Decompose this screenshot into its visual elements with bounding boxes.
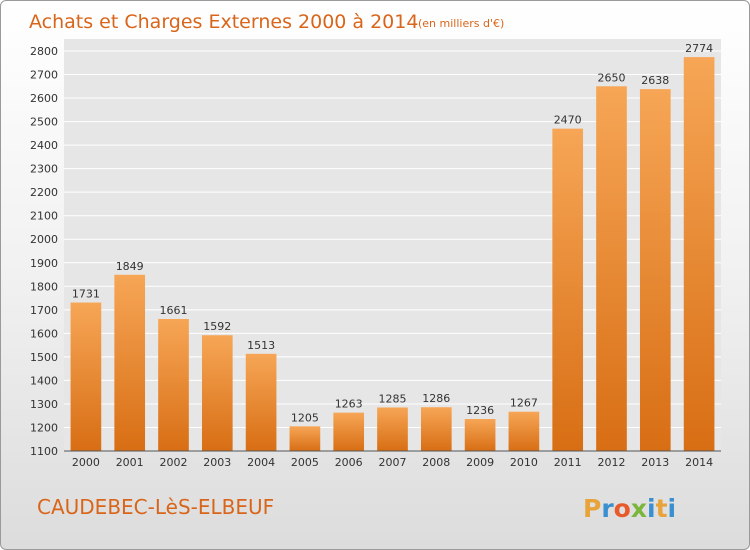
bars <box>70 57 715 451</box>
logo-letter: r <box>601 494 614 523</box>
y-tick-label: 2400 <box>30 139 58 152</box>
bar-2014 <box>683 57 715 451</box>
logo-letter: t <box>656 494 668 523</box>
x-tick-label: 2007 <box>379 456 407 469</box>
y-tick-label: 2100 <box>30 210 58 223</box>
bar-2007 <box>377 407 408 451</box>
logo-letter: i <box>647 494 656 523</box>
y-tick-label: 1900 <box>30 257 58 270</box>
logo-letter: o <box>614 494 631 523</box>
y-tick-label: 2800 <box>30 45 58 58</box>
bar-2008 <box>420 407 452 451</box>
bar-2006 <box>333 412 365 451</box>
x-tick-label: 2013 <box>641 456 669 469</box>
bar-value-label: 1592 <box>203 320 231 333</box>
x-tick-label: 2005 <box>291 456 319 469</box>
chart-title: Achats et Charges Externes 2000 à 2014 <box>29 11 418 33</box>
x-tick-label: 2006 <box>335 456 363 469</box>
y-tick-label: 2000 <box>30 233 58 246</box>
logo-letter: P <box>583 494 601 523</box>
bar-2002 <box>158 319 189 451</box>
bar-value-label: 1661 <box>160 304 188 317</box>
bar-value-label: 1513 <box>247 339 275 352</box>
x-tick-label: 2001 <box>116 456 144 469</box>
y-tick-label: 2500 <box>30 116 58 129</box>
bar-value-label: 2470 <box>554 114 582 127</box>
x-tick-label: 2002 <box>160 456 188 469</box>
x-axis: 2000 2001 2002 2003 2004 2005 2006 2007 2008 2009… <box>72 456 713 469</box>
bar-2010 <box>508 411 540 451</box>
chart-subtitle: (en milliers d'€) <box>418 17 504 30</box>
y-tick-label: 1100 <box>30 445 58 458</box>
bar-2000 <box>70 302 102 451</box>
bar-value-label: 1205 <box>291 411 319 424</box>
bar-2001 <box>114 274 146 451</box>
bar-value-label: 1286 <box>422 392 450 405</box>
logo-letter: x <box>631 494 647 523</box>
bar-2005 <box>289 426 321 451</box>
y-tick-label: 1600 <box>30 327 58 340</box>
bar-value-label: 2638 <box>641 74 669 87</box>
y-tick-label: 1700 <box>30 304 58 317</box>
bar-value-label: 2774 <box>685 42 713 55</box>
y-tick-label: 2600 <box>30 92 58 105</box>
y-tick-label: 2300 <box>30 163 58 176</box>
bar-value-label: 1263 <box>335 398 363 411</box>
bar-2009 <box>464 419 496 451</box>
bar-labels: 1731 1849 1661 1592 1513 1205 1263 1285 1286 1236… <box>72 42 713 424</box>
y-axis: 1100 1200 1300 1400 1500 1600 1700 1800 1900 2000… <box>30 45 58 458</box>
y-tick-label: 1200 <box>30 421 58 434</box>
bar-value-label: 2650 <box>598 71 626 84</box>
bar-2003 <box>201 335 233 451</box>
commune-name: CAUDEBEC-LèS-ELBEUF <box>37 495 274 519</box>
bar-value-label: 1285 <box>379 392 407 405</box>
x-tick-label: 2011 <box>554 456 582 469</box>
proxiti-logo: Proxiti <box>583 494 676 523</box>
x-tick-label: 2014 <box>685 456 713 469</box>
y-tick-label: 1400 <box>30 374 58 387</box>
y-tick-label: 1500 <box>30 351 58 364</box>
x-tick-label: 2000 <box>72 456 100 469</box>
bar-2011 <box>552 128 584 451</box>
bar-value-label: 1849 <box>116 260 144 273</box>
x-tick-label: 2003 <box>203 456 231 469</box>
y-tick-label: 1800 <box>30 280 58 293</box>
x-tick-label: 2004 <box>247 456 275 469</box>
bar-2004 <box>245 353 277 451</box>
y-tick-label: 2700 <box>30 69 58 82</box>
bar-value-label: 1267 <box>510 397 538 410</box>
bar-2012 <box>596 86 627 451</box>
bar-value-label: 1236 <box>466 404 494 417</box>
x-tick-label: 2010 <box>510 456 538 469</box>
bar-value-label: 1731 <box>72 288 100 301</box>
x-tick-label: 2008 <box>422 456 450 469</box>
logo-letter: i <box>668 494 677 523</box>
x-tick-label: 2009 <box>466 456 494 469</box>
y-tick-label: 1300 <box>30 398 58 411</box>
bar-2013 <box>639 89 671 451</box>
y-tick-label: 2200 <box>30 186 58 199</box>
x-tick-label: 2012 <box>598 456 626 469</box>
